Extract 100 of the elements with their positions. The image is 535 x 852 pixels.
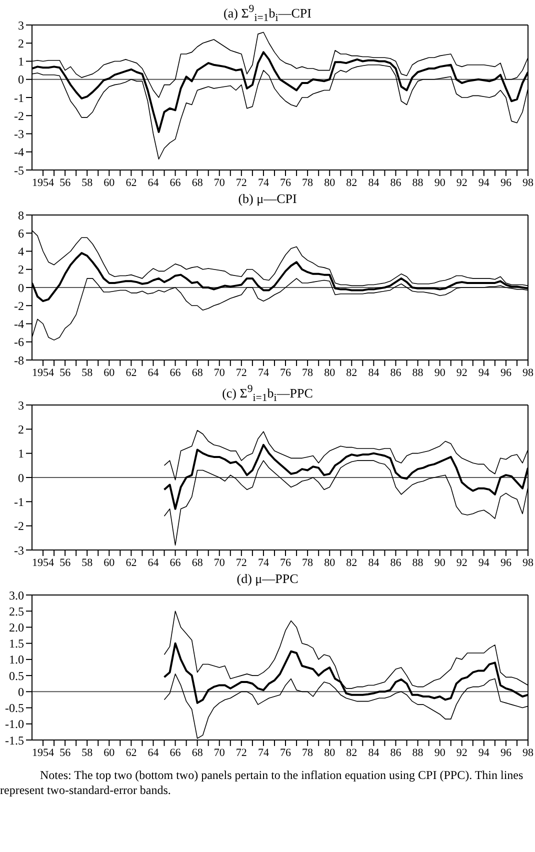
x-tick-label: 88 xyxy=(412,176,424,189)
y-tick-label: 0 xyxy=(18,684,24,699)
x-tick-label: 96 xyxy=(500,746,512,759)
x-tick-label: 68 xyxy=(192,176,204,189)
x-tick-label: 70 xyxy=(214,176,226,189)
x-tick-label: 76 xyxy=(280,746,292,759)
x-tick-label: 82 xyxy=(346,366,358,379)
x-tick-label: 84 xyxy=(368,366,380,379)
x-tick-label: 60 xyxy=(104,556,116,569)
x-tick-label: 80 xyxy=(324,556,336,569)
x-tick-label: 62 xyxy=(126,746,137,759)
x-tick-label: 78 xyxy=(302,176,314,189)
x-tick-label: 74 xyxy=(258,176,270,189)
x-tick-label: 98 xyxy=(522,366,534,379)
x-tick-label: 58 xyxy=(82,366,94,379)
x-tick-label: 76 xyxy=(280,176,292,189)
x-tick-label: 92 xyxy=(456,176,468,189)
x-tick-label: 96 xyxy=(500,176,512,189)
y-tick-label: -1 xyxy=(14,90,24,105)
x-tick-label: 86 xyxy=(390,366,402,379)
x-tick-label: 66 xyxy=(170,176,182,189)
x-tick-label: 64 xyxy=(148,366,160,379)
x-tick-label: 60 xyxy=(104,176,116,189)
x-tick-label: 96 xyxy=(500,366,512,379)
x-tick-label: 78 xyxy=(302,746,314,759)
x-tick-label: 70 xyxy=(214,746,226,759)
x-tick-label: 86 xyxy=(390,176,402,189)
x-tick-label: 74 xyxy=(258,556,270,569)
text: Notes: The top two (bottom two) panels pertain to the inflation equation using CPI (PPC). Thin lines represent two-standard-error bands. xyxy=(0,768,524,798)
x-tick-label: 56 xyxy=(60,556,72,569)
chart-title: (c) Σ$^{9}$$_{i=1}$b$_{i}$—PPC xyxy=(221,382,314,404)
x-tick-label: 90 xyxy=(434,176,446,189)
x-tick-label: 86 xyxy=(390,746,402,759)
x-tick-label: 88 xyxy=(412,366,424,379)
x-tick-label: 58 xyxy=(82,176,94,189)
x-tick-label: 88 xyxy=(412,556,424,569)
x-tick-label: 80 xyxy=(324,746,336,759)
y-tick-label: -8 xyxy=(14,353,24,368)
x-tick-label: 64 xyxy=(148,556,160,569)
x-tick-label: 90 xyxy=(434,556,446,569)
chart-title: (a) Σ$^{9}$$_{i=1}$b$_{i}$—CPI xyxy=(222,2,312,24)
y-tick-label: 3 xyxy=(18,398,24,412)
y-tick-label: 0 xyxy=(18,72,24,87)
x-tick-label: 76 xyxy=(280,556,292,569)
x-tick-label: 1954 xyxy=(32,746,55,759)
x-tick-label: 60 xyxy=(104,366,116,379)
x-tick-label: 90 xyxy=(434,746,446,759)
y-tick-label: 2.5 xyxy=(9,604,24,618)
x-tick-label: 62 xyxy=(126,176,137,189)
chart-title: (d) μ—PPC xyxy=(236,570,300,588)
y-tick-label: 1.5 xyxy=(9,636,24,651)
x-tick-label: 68 xyxy=(192,556,204,569)
x-tick-label: 74 xyxy=(258,366,270,379)
y-tick-label: 2 xyxy=(18,422,24,436)
chart-title: (b) μ—CPI xyxy=(237,190,298,208)
x-tick-label: 66 xyxy=(170,746,182,759)
y-tick-label: -2 xyxy=(14,108,24,123)
y-tick-label: 2 xyxy=(18,36,24,50)
x-tick-label: 94 xyxy=(478,556,490,569)
y-tick-label: 0.5 xyxy=(9,668,24,683)
x-tick-label: 56 xyxy=(60,746,72,759)
x-tick-label: 94 xyxy=(478,366,490,379)
x-tick-label: 62 xyxy=(126,556,137,569)
x-tick-label: 82 xyxy=(346,746,358,759)
x-tick-label: 78 xyxy=(302,556,314,569)
y-tick-label: -4 xyxy=(14,317,24,332)
x-tick-label: 96 xyxy=(500,556,512,569)
x-tick-label: 80 xyxy=(324,366,336,379)
x-tick-label: 92 xyxy=(456,746,468,759)
x-tick-label: 94 xyxy=(478,746,490,759)
x-tick-label: 64 xyxy=(148,746,160,759)
y-tick-label: 1 xyxy=(18,446,24,461)
y-tick-label: -3 xyxy=(14,543,24,558)
x-tick-label: 70 xyxy=(214,366,226,379)
y-tick-label: -3 xyxy=(14,127,24,142)
y-tick-label: -4 xyxy=(14,145,24,160)
x-tick-label: 86 xyxy=(390,556,402,569)
y-tick-label: -1.5 xyxy=(5,733,24,748)
y-tick-label: 1 xyxy=(18,54,24,69)
x-tick-label: 98 xyxy=(522,746,534,759)
x-tick-label: 74 xyxy=(258,746,270,759)
y-tick-label: 2 xyxy=(18,262,24,277)
x-tick-label: 58 xyxy=(82,556,94,569)
y-tick-label: 8 xyxy=(18,208,24,222)
x-tick-label: 90 xyxy=(434,366,446,379)
y-tick-label: -2 xyxy=(14,519,24,534)
x-tick-label: 88 xyxy=(412,746,424,759)
x-tick-label: 62 xyxy=(126,366,137,379)
x-tick-label: 84 xyxy=(368,556,380,569)
x-tick-label: 84 xyxy=(368,746,380,759)
y-tick-label: 4 xyxy=(18,244,24,259)
x-tick-label: 98 xyxy=(522,176,534,189)
y-tick-label: -6 xyxy=(14,335,24,350)
x-tick-label: 1954 xyxy=(32,176,55,189)
x-tick-label: 70 xyxy=(214,556,226,569)
y-tick-label: -1.0 xyxy=(5,717,24,732)
x-tick-label: 68 xyxy=(192,366,204,379)
x-tick-label: 56 xyxy=(60,176,72,189)
x-tick-label: 1954 xyxy=(32,556,55,569)
y-tick-label: -1 xyxy=(14,494,24,509)
